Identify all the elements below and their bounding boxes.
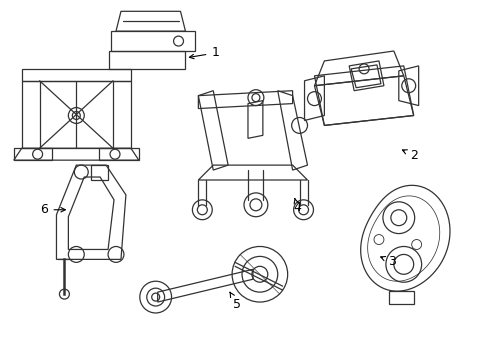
Text: 4: 4 [294,198,301,214]
Text: 1: 1 [190,46,219,59]
Text: 5: 5 [230,292,241,311]
Text: 3: 3 [381,255,396,268]
Text: 6: 6 [41,203,65,216]
Text: 2: 2 [402,149,417,162]
